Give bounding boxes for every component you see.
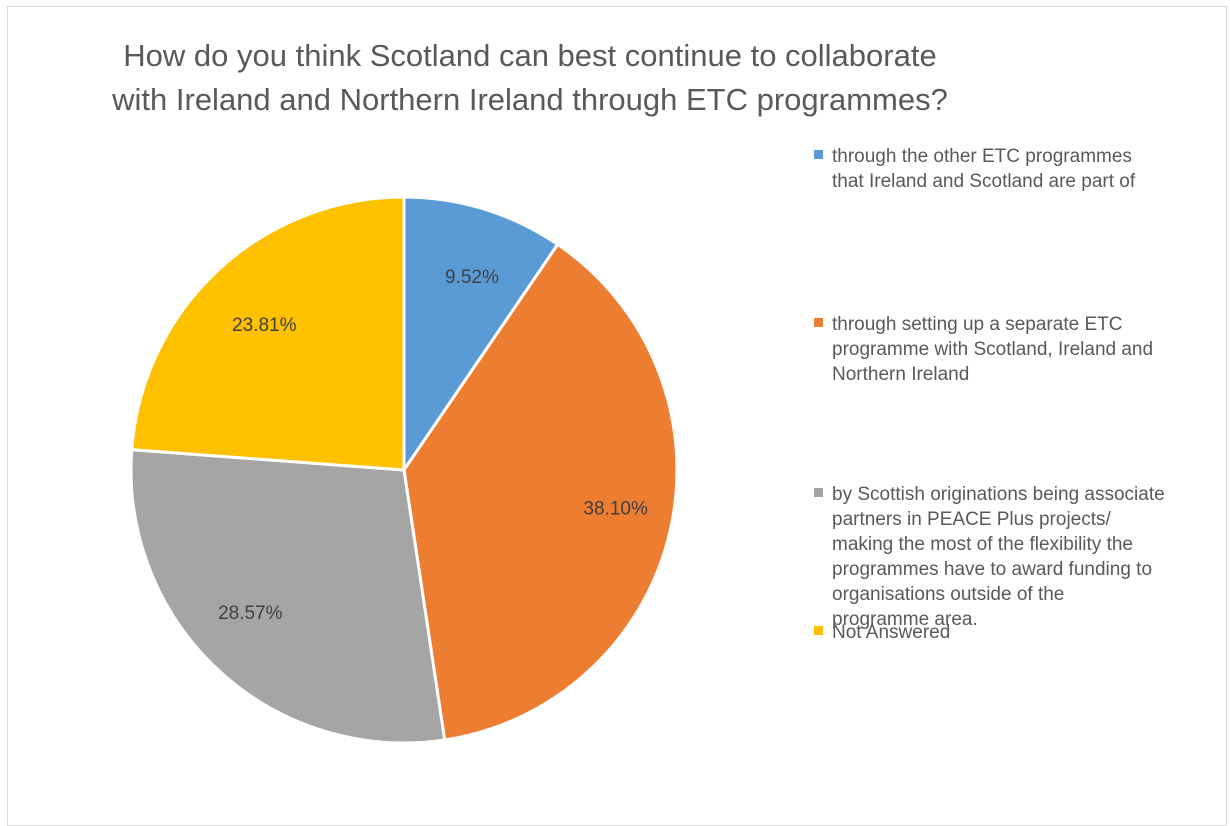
legend-label-2: through setting up a separate ETC program… bbox=[832, 312, 1212, 387]
legend-label-1: through the other ETC programmes that Ire… bbox=[832, 144, 1212, 194]
legend-label-4-line-1: Not Answered bbox=[832, 622, 951, 643]
pie-slice-3 bbox=[129, 448, 447, 745]
pie-slice-4 bbox=[130, 195, 406, 472]
legend-label-3-line-5: organisations outside of the bbox=[832, 584, 1065, 605]
legend-swatch-4 bbox=[814, 626, 823, 635]
chart-title-line-2: with Ireland and Northern Ireland throug… bbox=[112, 82, 948, 117]
pie-slice-1 bbox=[402, 195, 560, 472]
legend-label-3: by Scottish originations being associate… bbox=[832, 482, 1212, 632]
pie-slice-2 bbox=[402, 242, 679, 742]
legend-label-3-line-4: programmes have to award funding to bbox=[832, 559, 1153, 580]
legend-swatch-3 bbox=[814, 488, 823, 497]
legend-label-1-line-2: that Ireland and Scotland are part of bbox=[832, 171, 1136, 192]
data-label-3: 28.57% bbox=[218, 603, 283, 624]
legend-label-1-line-1: through the other ETC programmes bbox=[832, 146, 1132, 167]
data-label-2: 38.10% bbox=[583, 499, 648, 520]
legend-label-3-line-3: making the most of the flexibility the bbox=[832, 534, 1133, 555]
legend-label-3-line-6: programme area. bbox=[832, 609, 978, 630]
legend-label-3-line-1: by Scottish originations being associate bbox=[832, 484, 1165, 505]
legend-label-4: Not Answered bbox=[832, 620, 1212, 645]
legend-swatch-2 bbox=[814, 318, 823, 327]
chart-title: How do you think Scotland can best conti… bbox=[90, 34, 970, 122]
data-label-4: 23.81% bbox=[232, 315, 297, 336]
chart-title-line-1: How do you think Scotland can best conti… bbox=[123, 38, 937, 73]
legend-label-2-line-1: through setting up a separate ETC bbox=[832, 314, 1123, 335]
legend-label-3-line-2: partners in PEACE Plus projects/ bbox=[832, 509, 1111, 530]
data-label-1: 9.52% bbox=[445, 267, 499, 288]
legend-label-2-line-2: programme with Scotland, Ireland and bbox=[832, 339, 1154, 360]
legend-label-2-line-3: Northern Ireland bbox=[832, 364, 970, 385]
legend-swatch-1 bbox=[814, 150, 823, 159]
